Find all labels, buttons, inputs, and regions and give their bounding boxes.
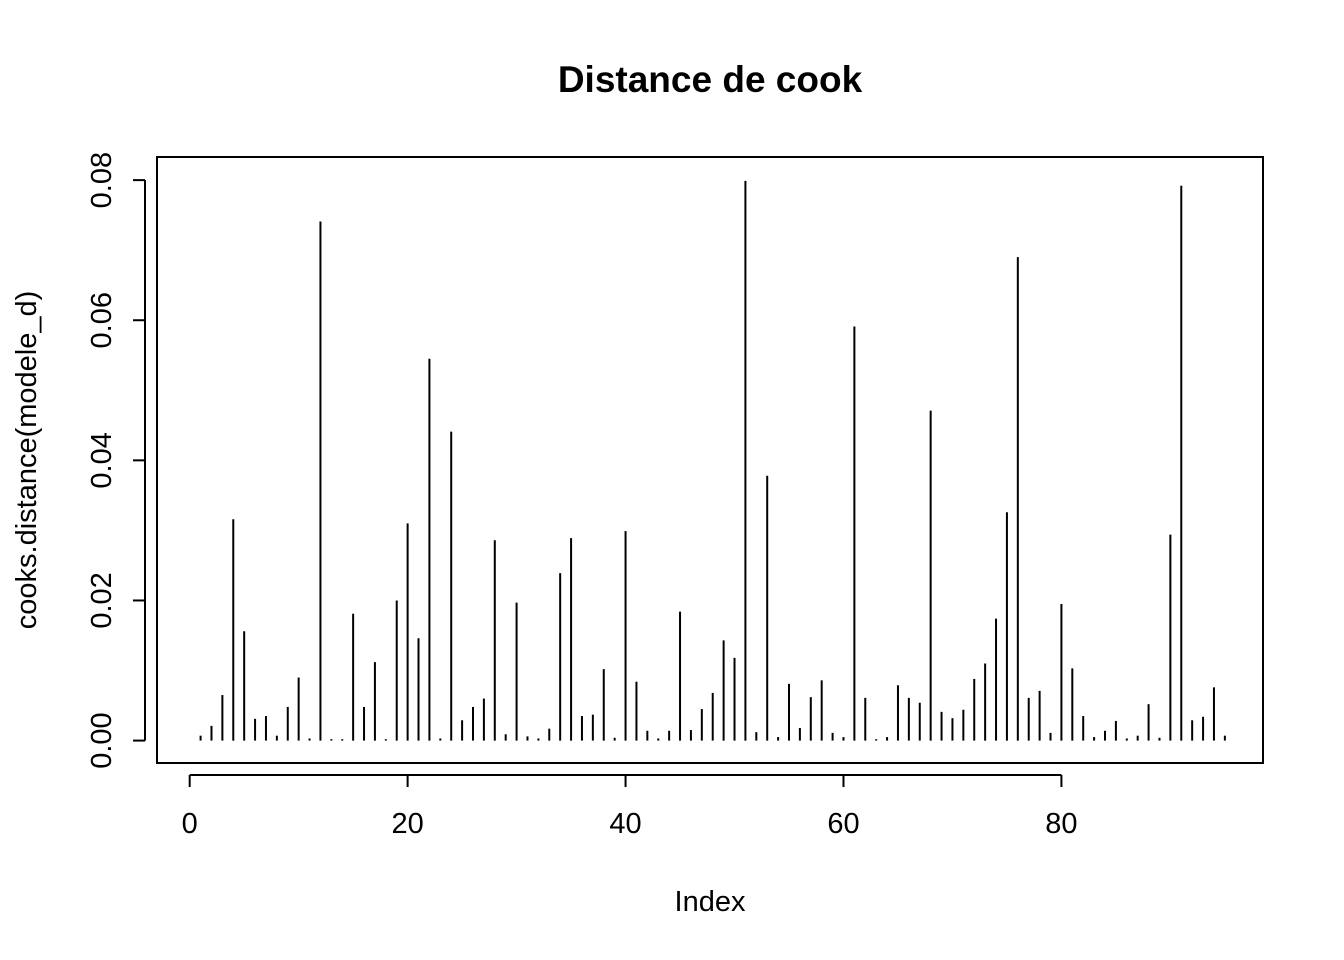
plot-frame — [156, 156, 1264, 764]
y-tick-label: 0.04 — [86, 432, 118, 488]
y-tick-label: 0.00 — [86, 712, 118, 768]
x-tick-label: 80 — [1045, 808, 1077, 840]
x-axis: 0 20 40 60 80 — [182, 774, 1078, 840]
y-axis: 0.00 0.02 0.04 0.06 0.08 — [86, 152, 146, 769]
y-tick-label: 0.02 — [86, 572, 118, 628]
y-tick-label: 0.08 — [86, 152, 118, 208]
chart-title: Distance de cook — [558, 59, 863, 100]
y-tick-label: 0.06 — [86, 292, 118, 348]
x-tick-label: 60 — [827, 808, 859, 840]
y-axis-label: cooks.distance(modele_d) — [11, 291, 43, 630]
needle-marks — [199, 180, 1226, 741]
x-tick-label: 40 — [609, 808, 641, 840]
x-axis-label: Index — [675, 886, 746, 918]
x-tick-label: 0 — [182, 808, 198, 840]
x-tick-label: 20 — [391, 808, 423, 840]
